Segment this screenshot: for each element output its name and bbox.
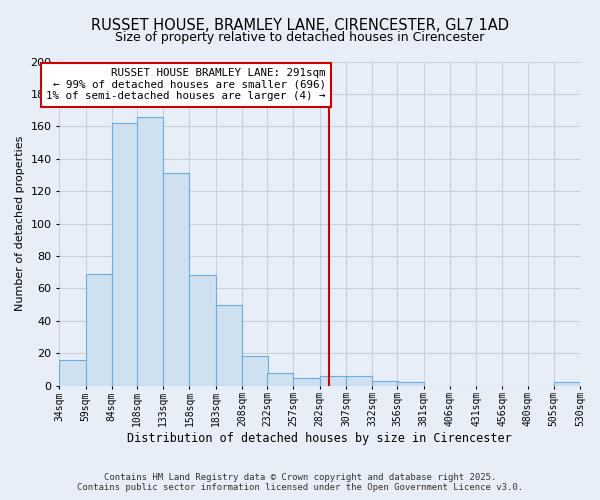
Bar bbox=[190, 276, 216, 386]
Bar bbox=[320, 376, 346, 386]
Bar bbox=[554, 382, 580, 386]
Text: Contains HM Land Registry data © Crown copyright and database right 2025.
Contai: Contains HM Land Registry data © Crown c… bbox=[77, 473, 523, 492]
Bar bbox=[346, 376, 372, 386]
Bar bbox=[216, 304, 242, 386]
Bar bbox=[86, 274, 112, 386]
Bar bbox=[372, 381, 398, 386]
Bar bbox=[137, 116, 163, 386]
X-axis label: Distribution of detached houses by size in Cirencester: Distribution of detached houses by size … bbox=[127, 432, 512, 445]
Y-axis label: Number of detached properties: Number of detached properties bbox=[15, 136, 25, 312]
Bar bbox=[267, 372, 293, 386]
Bar bbox=[59, 360, 86, 386]
Bar bbox=[242, 356, 268, 386]
Bar bbox=[397, 382, 424, 386]
Text: Size of property relative to detached houses in Cirencester: Size of property relative to detached ho… bbox=[115, 31, 485, 44]
Bar bbox=[163, 174, 190, 386]
Text: RUSSET HOUSE BRAMLEY LANE: 291sqm
← 99% of detached houses are smaller (696)
1% : RUSSET HOUSE BRAMLEY LANE: 291sqm ← 99% … bbox=[46, 68, 326, 101]
Text: RUSSET HOUSE, BRAMLEY LANE, CIRENCESTER, GL7 1AD: RUSSET HOUSE, BRAMLEY LANE, CIRENCESTER,… bbox=[91, 18, 509, 32]
Bar bbox=[112, 123, 138, 386]
Bar bbox=[293, 378, 320, 386]
